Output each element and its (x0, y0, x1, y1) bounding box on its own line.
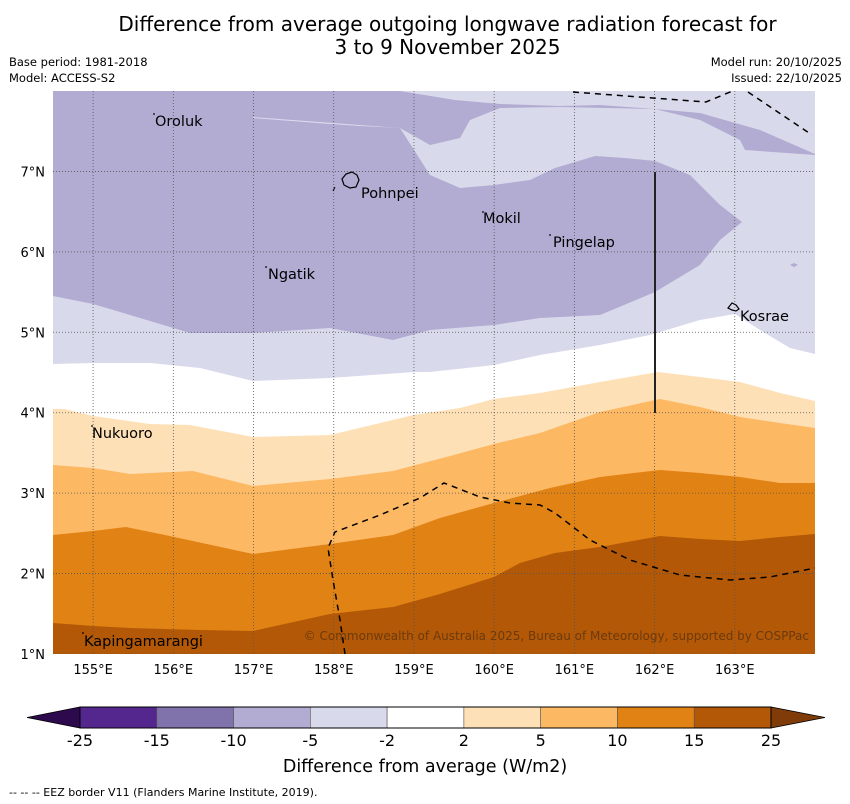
colorbar-outline (79, 706, 772, 729)
longitude-labels: 155°E 156°E 157°E 158°E 159°E 160°E 161°E 162°E… (73, 663, 754, 678)
colorbar-tick-label: 25 (761, 731, 781, 750)
chart-title: Difference from average outgoing longwav… (0, 13, 850, 59)
colorbar-label: Difference from average (W/m2) (283, 757, 567, 777)
colorbar-extend-high (770, 706, 826, 729)
colorbar-segment (463, 706, 541, 729)
colorbar-segment (156, 706, 234, 729)
lon-tick-label: 163°E (715, 663, 755, 678)
lon-tick-label: 159°E (394, 663, 434, 678)
lat-tick-label: 2°N (21, 568, 46, 583)
colorbar: -25 -15 -10 -5 -2 2 5 10 15 25 (26, 706, 826, 750)
colorbar-tick-label: -2 (379, 731, 395, 750)
lat-tick-label: 6°N (21, 246, 46, 261)
colorbar-tick-label: 15 (684, 731, 704, 750)
eez-footer-note: -- -- -- EEZ border V11 (Flanders Marine… (9, 786, 318, 799)
title-line-2: 3 to 9 November 2025 (334, 35, 561, 59)
model-run: Model run: 20/10/2025 (710, 55, 842, 69)
place-label-pingelap: Pingelap (553, 235, 615, 251)
meta-left: Base period: 1981-2018 Model: ACCESS-S2 (9, 54, 148, 86)
title-line-1: Difference from average outgoing longwav… (118, 12, 777, 36)
lon-tick-label: 157°E (234, 663, 274, 678)
colorbar-tick-label: 2 (459, 731, 469, 750)
colorbar-tick-label: -10 (220, 731, 246, 750)
place-label-mokil: Mokil (483, 211, 521, 227)
copyright-text: © Commonwealth of Australia 2025, Bureau… (304, 629, 809, 643)
lon-tick-label: 161°E (555, 663, 595, 678)
island-dot (82, 632, 84, 634)
colorbar-segment (79, 706, 158, 729)
small-patch (790, 263, 798, 267)
eez-border-north (572, 91, 735, 103)
place-label-oroluk: Oroluk (155, 114, 203, 130)
base-period: Base period: 1981-2018 (9, 55, 148, 69)
colorbar-tick-label: 10 (607, 731, 627, 750)
latitude-labels: 7°N 6°N 5°N 4°N 3°N 2°N 1°N (21, 165, 46, 663)
colorbar-tick-label: -15 (144, 731, 170, 750)
island-dot (482, 211, 484, 213)
island-dot (549, 234, 551, 236)
contour-band-15-25 (53, 534, 815, 654)
colorbar-segment (233, 706, 311, 729)
lat-tick-label: 1°N (21, 648, 46, 663)
contour-region-neg10-neg5-main (53, 91, 742, 340)
place-label-pohnpei: Pohnpei (361, 186, 419, 202)
place-dots (82, 113, 551, 634)
island-dot (153, 113, 155, 115)
colorbar-extend-low (26, 706, 81, 729)
eez-border-south (327, 482, 815, 654)
lat-tick-label: 4°N (21, 407, 46, 422)
colorbar-tick-label: -5 (302, 731, 318, 750)
colorbar-tick-label: 5 (536, 731, 546, 750)
pohnpei-island-icon (341, 171, 360, 189)
kosrae-island-icon (727, 302, 740, 312)
eez-border-pohnpei-segment (332, 186, 336, 192)
lon-tick-label: 162°E (635, 663, 675, 678)
lon-tick-label: 160°E (474, 663, 514, 678)
colorbar-segment (693, 706, 772, 729)
lon-tick-label: 155°E (73, 663, 113, 678)
model-name: Model: ACCESS-S2 (9, 71, 116, 85)
lon-tick-label: 156°E (154, 663, 194, 678)
colorbar-segment (540, 706, 618, 729)
place-label-kosrae: Kosrae (740, 309, 789, 325)
lat-tick-label: 3°N (21, 487, 46, 502)
meta-right: Model run: 20/10/2025 Issued: 22/10/2025 (711, 54, 842, 86)
place-label-nukuoro: Nukuoro (92, 426, 153, 442)
place-label-kapingamarangi: Kapingamarangi (84, 634, 203, 650)
map-area: Oroluk Pohnpei Mokil Pingelap Ngatik Kos… (53, 91, 815, 654)
eez-border-northeast (747, 91, 813, 136)
island-dot (265, 266, 267, 268)
issued-date: Issued: 22/10/2025 (731, 71, 842, 85)
island-dot (91, 425, 93, 427)
colorbar-segment (310, 706, 388, 729)
lat-tick-label: 7°N (21, 165, 46, 180)
colorbar-segment (386, 706, 465, 729)
lon-tick-label: 158°E (314, 663, 354, 678)
lat-tick-label: 5°N (21, 326, 46, 341)
colorbar-segment (617, 706, 695, 729)
place-label-ngatik: Ngatik (268, 267, 316, 283)
colorbar-tick-label: -25 (67, 731, 93, 750)
